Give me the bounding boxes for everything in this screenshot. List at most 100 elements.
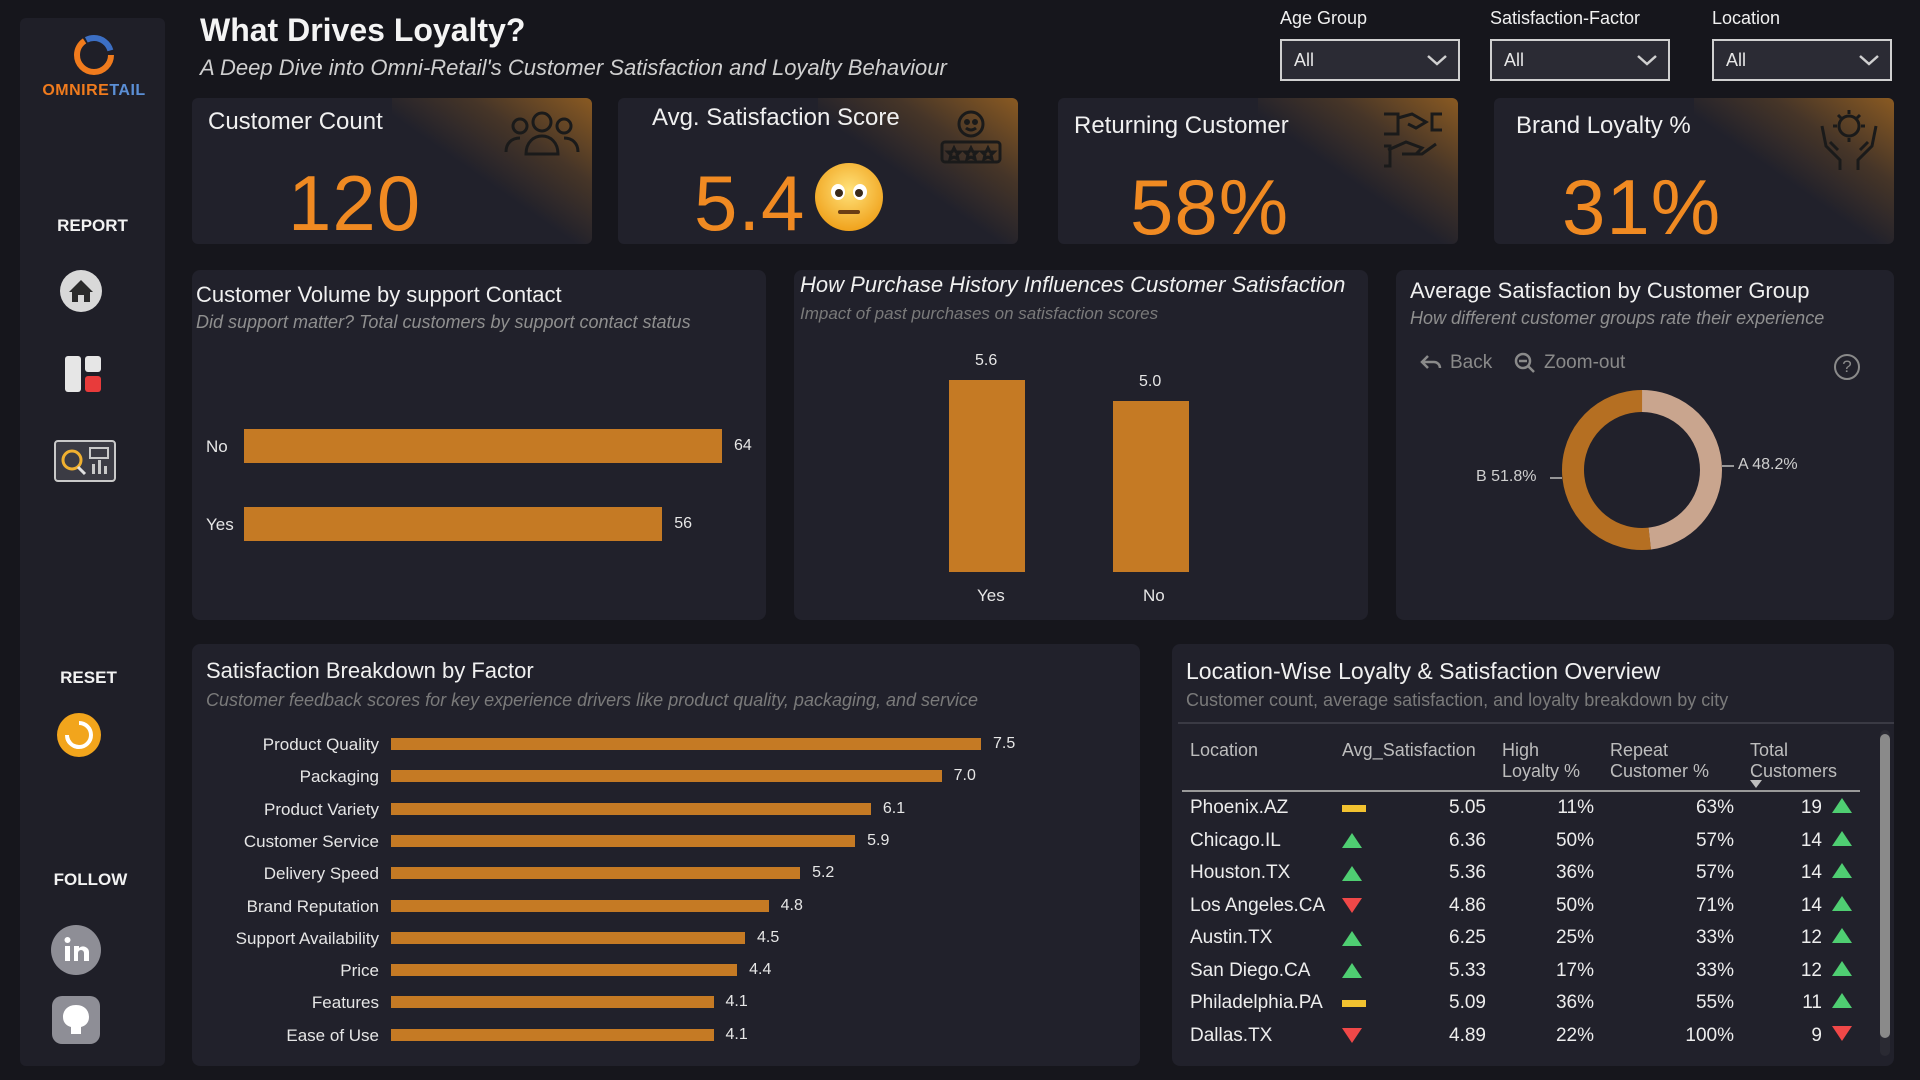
kpi-brand-loyalty: Brand Loyalty % 31% (1494, 98, 1894, 244)
table-row[interactable]: Los Angeles.CA 4.86 50% 71% 14 (1182, 890, 1860, 923)
trend-down-icon (1342, 1028, 1362, 1044)
bar-value-label: 4.1 (725, 993, 748, 1011)
panel-title: Satisfaction Breakdown by Factor (206, 658, 534, 683)
sort-desc-icon (1750, 780, 1762, 788)
cell-total-customers: 12 (1742, 955, 1860, 988)
report-label: REPORT (57, 216, 128, 235)
analytics-page-icon[interactable] (53, 438, 117, 484)
kpi-value: 120 (288, 159, 422, 244)
panel-subtitle: Impact of past purchases on satisfaction… (800, 304, 1159, 323)
dashboard-page-icon[interactable] (60, 351, 106, 397)
cell-location: Los Angeles.CA (1190, 894, 1326, 916)
cell-repeat-customer: 33% (1695, 927, 1734, 949)
back-button[interactable]: Back (1420, 352, 1492, 374)
reset-icon[interactable] (56, 712, 102, 758)
handshake-icon (1378, 106, 1448, 175)
cell-repeat-customer: 33% (1695, 959, 1734, 981)
bar (391, 899, 769, 912)
cell-high-loyalty: 36% (1555, 862, 1594, 884)
location-label: Location (1712, 8, 1781, 28)
table-scrollbar[interactable] (1880, 730, 1890, 1056)
bar-category-label: Yes (977, 586, 1005, 605)
kpi-avg-satisfaction: Avg. Satisfaction Score 5.4 (618, 98, 1018, 244)
cell-location: San Diego.CA (1190, 959, 1311, 981)
logo-wordmark: OMNIRETAIL (42, 82, 146, 99)
kpi-value: 5.4 (694, 159, 806, 244)
column-header-avg-satisfaction[interactable]: Avg_Satisfaction (1334, 734, 1494, 792)
bar-value-label: 5.2 (812, 864, 835, 882)
trend-up-icon (1342, 865, 1362, 881)
factor-category-label: Brand Reputation (246, 896, 379, 916)
total-customers-value: 12 (1800, 927, 1822, 949)
donut-svg (1550, 390, 1734, 550)
location-filter: Location All (1712, 8, 1892, 81)
cell-location: Dallas.TX (1190, 1024, 1273, 1046)
avg-satisfaction-value: 5.36 (1449, 862, 1486, 884)
help-icon[interactable]: ? (1834, 354, 1860, 380)
chevron-down-icon (1859, 55, 1879, 66)
table-row[interactable]: San Diego.CA 5.33 17% 33% 12 (1182, 955, 1860, 988)
cell-high-loyalty: 50% (1555, 829, 1594, 851)
kpi-title: Returning Customer (1074, 112, 1289, 139)
cell-total-customers: 11 (1742, 987, 1860, 1020)
factor-breakdown-panel: Satisfaction Breakdown by Factor Custome… (192, 644, 1140, 1066)
scrollbar-thumb[interactable] (1880, 734, 1890, 1038)
column-header-repeat-customer[interactable]: Repeat Customer % (1602, 734, 1742, 792)
bar-value-label: 5.6 (975, 352, 998, 369)
cell-total-customers: 19 (1742, 791, 1860, 825)
factor-category-label: Product Variety (264, 799, 379, 819)
bar-value-label: 4.4 (749, 961, 772, 979)
table-row[interactable]: Chicago.IL 6.36 50% 57% 14 (1182, 825, 1860, 858)
trend-up-icon (1832, 895, 1852, 911)
age-group-filter: Age Group All (1280, 8, 1460, 81)
home-icon[interactable] (58, 268, 104, 314)
kpi-title: Brand Loyalty % (1516, 112, 1691, 139)
github-icon[interactable] (50, 994, 102, 1046)
bar (391, 996, 714, 1009)
bar-category-label: No (206, 437, 228, 456)
bar-value-label: 4.1 (725, 1025, 748, 1043)
omniretail-logo: OMNIRETAIL (34, 32, 154, 122)
cell-high-loyalty: 36% (1555, 992, 1594, 1014)
cell-location: Phoenix.AZ (1190, 797, 1289, 819)
total-customers-value: 9 (1811, 1024, 1822, 1046)
bar-category-label: Yes (206, 515, 234, 534)
table-row[interactable]: Houston.TX 5.36 36% 57% 14 (1182, 857, 1860, 890)
column-header-location[interactable]: Location (1182, 734, 1334, 792)
donut-label-a: A 48.2% (1738, 456, 1798, 473)
customer-group-panel: Average Satisfaction by Customer Group H… (1396, 270, 1894, 620)
bar-value-label: 56 (674, 515, 693, 532)
kpi-returning-customer: Returning Customer 58% (1058, 98, 1458, 244)
zoom-out-label: Zoom-out (1544, 352, 1626, 373)
cell-high-loyalty: 25% (1555, 927, 1594, 949)
bar-value-label: 64 (734, 437, 752, 454)
cell-repeat-customer: 71% (1695, 894, 1734, 916)
table-row[interactable]: Phoenix.AZ 5.05 11% 63% 19 (1182, 791, 1860, 825)
sidebar: OMNIRETAIL REPORT RESET FOLLOW (20, 18, 165, 1066)
bar (244, 429, 722, 463)
table-row[interactable]: Dallas.TX 4.89 22% 100% 9 (1182, 1020, 1860, 1053)
location-select[interactable]: All (1712, 39, 1892, 81)
factor-category-label: Ease of Use (286, 1025, 379, 1045)
cell-repeat-customer: 63% (1695, 797, 1734, 819)
cell-repeat-customer: 55% (1695, 992, 1734, 1014)
table-row[interactable]: Philadelphia.PA 5.09 36% 55% 11 (1182, 987, 1860, 1020)
table-row[interactable]: Austin.TX 6.25 25% 33% 12 (1182, 922, 1860, 955)
cell-repeat-customer: 57% (1695, 862, 1734, 884)
chevron-down-icon (1427, 55, 1447, 66)
age-group-select[interactable]: All (1280, 39, 1460, 81)
avg-satisfaction-value: 4.89 (1449, 1024, 1486, 1046)
cell-high-loyalty: 17% (1555, 959, 1594, 981)
kpi-customer-count: Customer Count 120 (192, 98, 592, 244)
trend-down-icon (1342, 898, 1362, 914)
trend-up-icon (1832, 830, 1852, 846)
column-header-total-customers[interactable]: Total Customers (1742, 734, 1860, 792)
kpi-title: Customer Count (208, 108, 383, 135)
zoom-out-button[interactable]: Zoom-out (1514, 352, 1625, 374)
panel-title: Average Satisfaction by Customer Group (1410, 278, 1810, 303)
satisfaction-factor-value: All (1504, 49, 1525, 70)
column-header-high-loyalty[interactable]: High Loyalty % (1494, 734, 1602, 792)
location-table: Location Avg_Satisfaction High Loyalty %… (1182, 734, 1860, 1052)
linkedin-icon[interactable] (50, 924, 102, 976)
satisfaction-factor-select[interactable]: All (1490, 39, 1670, 81)
